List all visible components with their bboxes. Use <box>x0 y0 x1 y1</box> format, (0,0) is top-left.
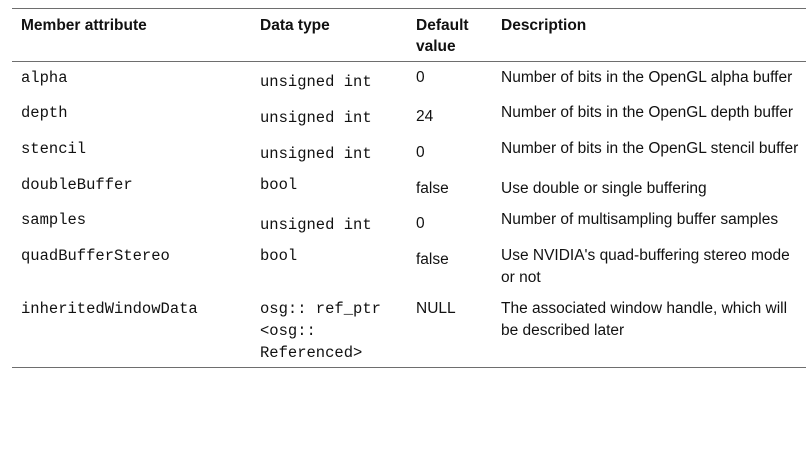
description-cell: Number of bits in the OpenGL alpha buffe… <box>501 69 793 86</box>
default-cell: 0 <box>416 215 425 232</box>
table-row: alpha unsigned int 0 Number of bits in t… <box>12 62 806 101</box>
table-row: inheritedWindowData osg:: ref_ptr <osg::… <box>12 296 806 368</box>
description-cell: Use NVIDIA's quad-buffering stereo mode … <box>501 247 790 286</box>
default-cell: 24 <box>416 108 434 125</box>
type-cell: unsigned int <box>260 73 372 91</box>
header-data-type: Data type <box>251 8 407 62</box>
table-row: samples unsigned int 0 Number of multisa… <box>12 207 806 243</box>
type-cell: unsigned int <box>260 145 372 163</box>
description-cell: Number of bits in the OpenGL depth buffe… <box>501 104 794 121</box>
attribute-cell: depth <box>21 104 68 122</box>
header-member-attribute: Member attribute <box>12 8 251 62</box>
default-cell: false <box>416 251 449 268</box>
attributes-table: Member attribute Data type Default value… <box>12 8 806 368</box>
description-cell: The associated window handle, which will… <box>492 296 806 368</box>
type-cell: osg:: ref_ptr <osg:: Referenced> <box>251 296 407 368</box>
default-cell: NULL <box>407 296 492 368</box>
type-cell: bool <box>260 176 298 194</box>
description-cell: Number of multisampling buffer samples <box>501 211 779 228</box>
attribute-cell: quadBufferStereo <box>21 247 170 265</box>
header-description: Description <box>492 8 806 62</box>
type-cell: bool <box>260 247 298 265</box>
description-cell: Number of bits in the OpenGL stencil buf… <box>501 140 799 157</box>
attribute-cell: alpha <box>21 69 68 87</box>
attribute-cell: stencil <box>21 140 87 158</box>
attribute-cell: inheritedWindowData <box>12 296 251 368</box>
type-cell: unsigned int <box>260 109 372 127</box>
attribute-cell: samples <box>21 211 87 229</box>
table-row: depth unsigned int 24 Number of bits in … <box>12 100 806 136</box>
header-default-value: Default value <box>407 8 492 62</box>
table-header-row: Member attribute Data type Default value… <box>12 8 806 62</box>
table-row: stencil unsigned int 0 Number of bits in… <box>12 136 806 172</box>
attribute-cell: doubleBuffer <box>21 176 133 194</box>
description-cell: Use double or single buffering <box>501 180 707 197</box>
table-row: doubleBuffer bool false Use double or si… <box>12 172 806 207</box>
default-cell: 0 <box>416 144 425 161</box>
default-cell: 0 <box>416 69 425 86</box>
default-cell: false <box>416 180 449 197</box>
table-row: quadBufferStereo bool false Use NVIDIA's… <box>12 243 806 296</box>
type-cell: unsigned int <box>260 216 372 234</box>
